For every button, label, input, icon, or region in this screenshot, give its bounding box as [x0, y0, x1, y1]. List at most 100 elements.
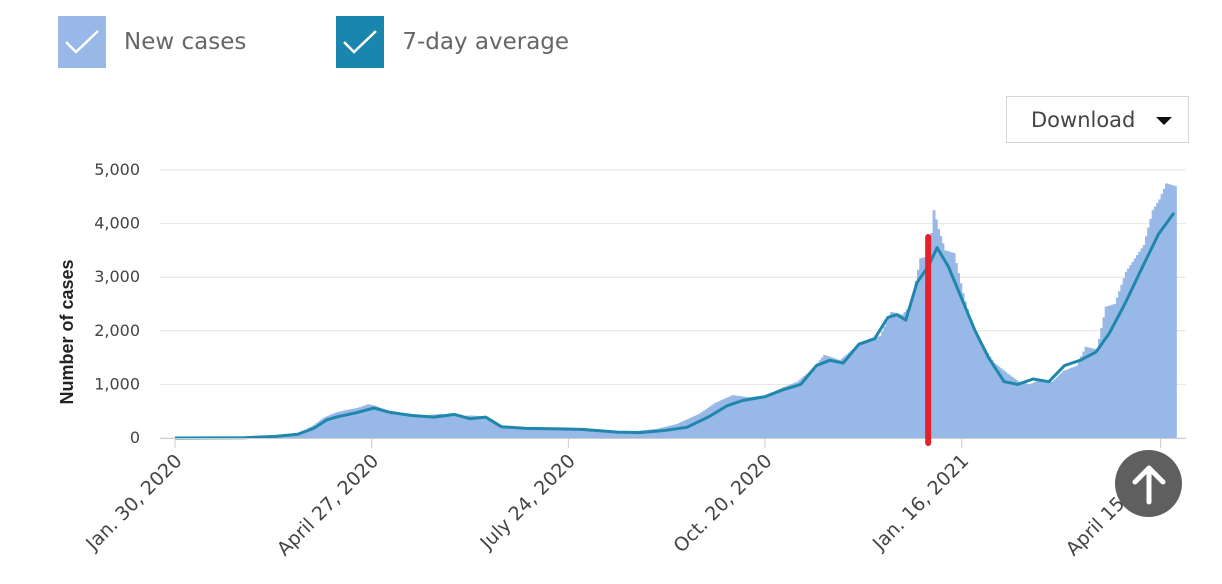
bar [847, 352, 851, 438]
y-tick-label: 5,000 [94, 160, 140, 179]
bar [865, 340, 869, 438]
bar [570, 429, 574, 438]
bar [939, 236, 943, 438]
bar [921, 257, 925, 438]
bar [320, 419, 324, 438]
bar [630, 431, 634, 438]
bar [767, 394, 771, 438]
bar [373, 405, 377, 438]
bar [1149, 218, 1153, 438]
bar [738, 396, 742, 438]
bar [1082, 351, 1086, 438]
legend-7-day-average[interactable]: 7-day average [336, 16, 569, 68]
bar [1060, 373, 1063, 438]
bar [1024, 383, 1028, 438]
bar [1089, 347, 1092, 438]
bar [861, 342, 864, 438]
bar [405, 413, 409, 438]
bar [456, 415, 460, 438]
bar [1028, 384, 1032, 438]
bar [418, 414, 422, 438]
bar [957, 273, 961, 438]
bar [1124, 271, 1128, 438]
bar [1010, 376, 1014, 438]
bar [651, 429, 654, 438]
bar [988, 356, 992, 438]
bar [613, 431, 616, 438]
bar [816, 362, 820, 438]
bar [999, 368, 1003, 438]
bar [382, 409, 386, 438]
bar [1138, 251, 1142, 438]
bar [604, 430, 607, 438]
bar [566, 429, 569, 438]
avg-checkbox[interactable] [336, 16, 385, 68]
bar [946, 251, 949, 438]
bar [863, 341, 867, 438]
bar [800, 377, 804, 438]
bar [532, 428, 536, 438]
bar [344, 410, 348, 438]
bar [467, 415, 471, 438]
download-button[interactable]: Download [1006, 96, 1189, 143]
bar [1127, 268, 1130, 438]
bar [811, 368, 815, 438]
bar [624, 431, 628, 438]
bar [919, 258, 923, 438]
bar [1008, 375, 1012, 438]
bar [890, 312, 894, 438]
legend-new-cases[interactable]: New cases [58, 16, 246, 68]
bar [695, 414, 699, 438]
bar [512, 427, 516, 438]
bar [592, 430, 596, 438]
download-label: Download [1031, 107, 1136, 132]
bar [449, 415, 453, 438]
bar [995, 364, 999, 438]
x-tick-label: July 24, 2020 [475, 450, 580, 555]
bar [729, 396, 733, 438]
bar [715, 402, 719, 438]
bar [838, 360, 842, 438]
bar [454, 416, 458, 438]
bar [668, 425, 672, 438]
bar [1086, 347, 1090, 438]
bar [954, 263, 958, 438]
checkmark-icon [65, 30, 99, 54]
bar [335, 412, 339, 438]
bar [514, 427, 518, 438]
bar [659, 427, 663, 438]
new-cases-checkbox[interactable] [58, 16, 106, 68]
y-tick-label: 2,000 [94, 321, 140, 340]
bar [646, 429, 650, 438]
bar [984, 350, 987, 438]
bar [1167, 184, 1171, 438]
scroll-to-top-button[interactable] [1115, 450, 1182, 517]
bar [934, 219, 938, 438]
caret-down-icon [1156, 117, 1172, 125]
bar [329, 414, 333, 438]
bar [662, 427, 666, 438]
bar [1118, 291, 1121, 438]
bar [380, 408, 384, 438]
bar [1064, 370, 1068, 438]
bar [478, 416, 482, 438]
bar [581, 429, 585, 438]
bar [885, 321, 889, 438]
bar [718, 401, 721, 438]
bar [910, 304, 914, 438]
bar [648, 429, 652, 438]
bar [505, 426, 509, 438]
bar [992, 362, 996, 438]
bar [304, 429, 308, 438]
bar [1004, 371, 1007, 438]
bar [834, 358, 838, 438]
bar [420, 415, 424, 438]
bar [496, 423, 500, 438]
bar [601, 430, 605, 438]
bar [1055, 377, 1059, 438]
bar [852, 348, 856, 438]
bar [1093, 349, 1097, 438]
bar [333, 412, 337, 438]
bar [981, 346, 985, 438]
bar [492, 420, 496, 438]
